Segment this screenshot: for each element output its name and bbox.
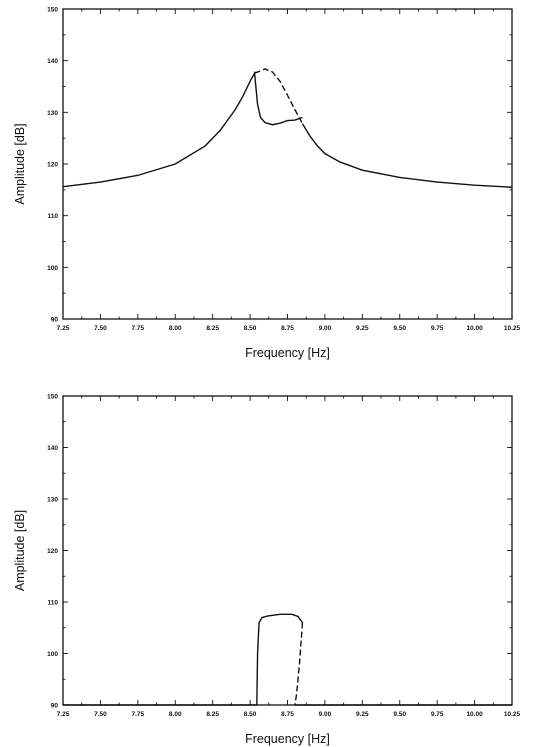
x-tick-label: 8.00 <box>169 325 182 332</box>
x-tick-label: 7.75 <box>132 711 145 718</box>
x-tick-label: 9.75 <box>431 711 444 718</box>
x-tick-label: 9.50 <box>393 711 406 718</box>
y-tick-label: 100 <box>47 265 58 272</box>
x-tick-label: 10.25 <box>504 325 521 332</box>
y-tick-label: 100 <box>47 651 58 658</box>
x-tick-label: 8.50 <box>244 325 257 332</box>
x-tick-label: 8.50 <box>244 711 257 718</box>
chart-top: 7.25 7.50 7.75 8.00 8.25 8.50 8.75 9.00 9.25 9.50… <box>13 7 521 361</box>
y-tick-label: 90 <box>51 703 59 710</box>
x-tick-label: 7.25 <box>57 711 70 718</box>
y-tick-label: 150 <box>47 7 58 14</box>
x-tick-label: 8.25 <box>206 711 219 718</box>
series-line-solid-0 <box>62 70 303 188</box>
y-tick-label: 120 <box>47 548 58 555</box>
x-tick-label: 9.75 <box>431 325 444 332</box>
x-tick-label: 7.50 <box>94 711 107 718</box>
series-line-dashed-1 <box>294 622 304 706</box>
y-tick-label: 90 <box>51 317 59 324</box>
x-tick-label: 9.00 <box>319 325 332 332</box>
x-tick-label: 7.25 <box>57 325 70 332</box>
x-tick-label: 10.00 <box>466 325 483 332</box>
series-line-dashed-1 <box>254 68 304 125</box>
y-tick-label: 150 <box>47 394 58 401</box>
x-tick-label: 9.50 <box>393 325 406 332</box>
x-tick-label: 8.75 <box>281 711 294 718</box>
y-axis-title: Amplitude [dB] <box>13 123 27 204</box>
x-tick-label: 9.25 <box>356 711 369 718</box>
y-tick-label: 130 <box>47 497 58 504</box>
x-tick-label: 7.50 <box>94 325 107 332</box>
y-tick-label: 140 <box>47 445 58 452</box>
x-axis-title: Frequency [Hz] <box>245 732 330 746</box>
x-tick-label: 10.25 <box>504 711 521 718</box>
plot-frame <box>62 395 513 706</box>
x-tick-label: 8.25 <box>206 325 219 332</box>
y-axis-title: Amplitude [dB] <box>13 510 27 591</box>
x-tick-label: 8.00 <box>169 711 182 718</box>
y-tick-label: 140 <box>47 58 58 65</box>
y-tick-label: 110 <box>48 213 59 220</box>
x-tick-label: 10.00 <box>466 711 483 718</box>
x-tick-label: 8.75 <box>281 325 294 332</box>
x-tick-label: 9.25 <box>356 325 369 332</box>
plot-frame <box>62 8 513 320</box>
y-tick-label: 110 <box>48 600 59 607</box>
series-line-solid-2 <box>301 123 513 188</box>
series-line-solid-0 <box>63 613 304 706</box>
chart-bottom: 7.25 7.50 7.75 8.00 8.25 8.50 8.75 9.00 9.25 9.50… <box>13 394 521 747</box>
y-tick-label: 120 <box>47 162 58 169</box>
x-axis-title: Frequency [Hz] <box>245 346 330 360</box>
x-tick-label: 9.00 <box>319 711 332 718</box>
y-tick-label: 130 <box>47 110 58 117</box>
x-tick-label: 7.75 <box>132 325 145 332</box>
